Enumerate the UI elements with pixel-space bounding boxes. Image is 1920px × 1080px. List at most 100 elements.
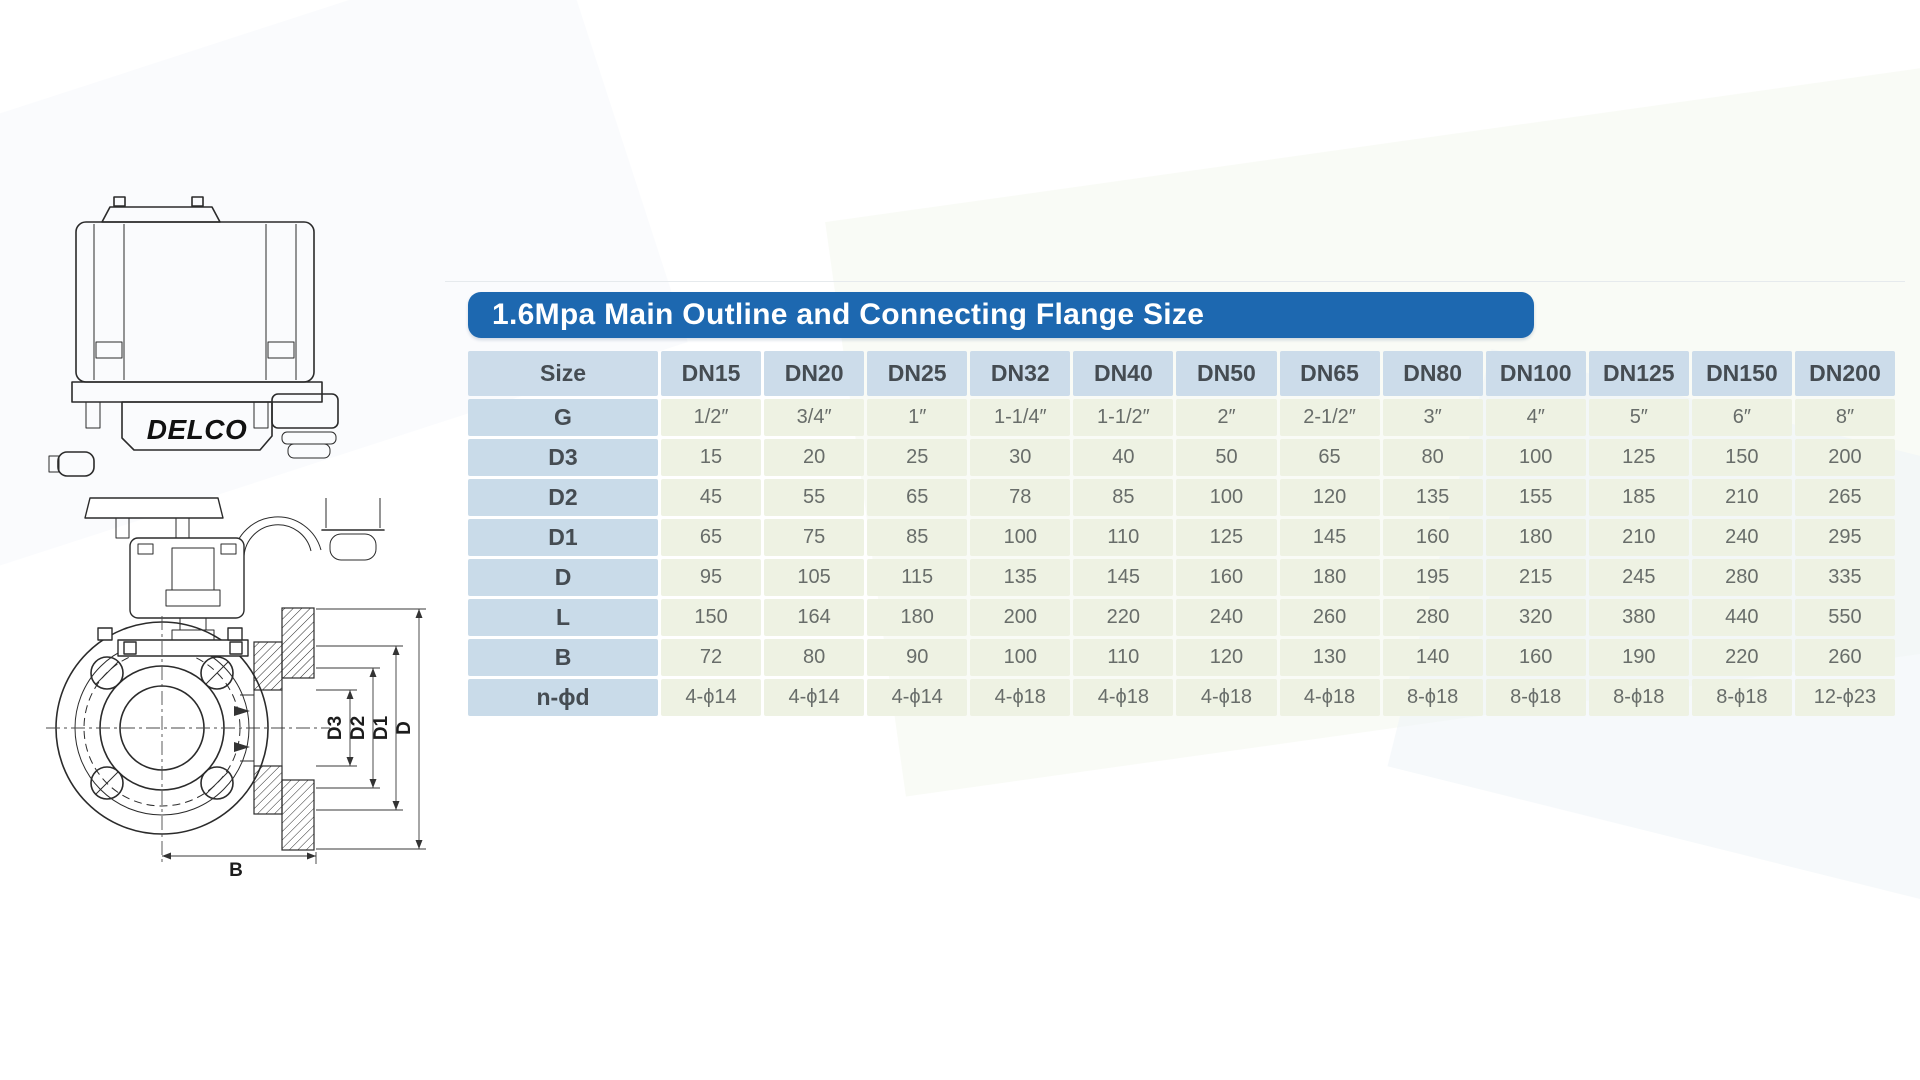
dim-label-d3: D3	[325, 716, 346, 740]
row-label: n-ϕd	[468, 679, 658, 716]
valve-front-view	[46, 616, 330, 864]
table-cell: 145	[1073, 559, 1174, 596]
table-cell: 160	[1176, 559, 1277, 596]
table-cell: 265	[1794, 479, 1895, 516]
table-cell: 100	[970, 519, 1071, 556]
table-cell: 65	[661, 519, 762, 556]
row-label: D	[468, 559, 658, 596]
bolt-hole	[90, 766, 124, 800]
table-cell: 4-ϕ18	[1279, 679, 1380, 716]
table-cell: 125	[1588, 439, 1689, 476]
table-cell: 200	[970, 599, 1071, 636]
table-cell: 1″	[867, 399, 968, 436]
table-cell: 105	[764, 559, 865, 596]
dim-label-d: D	[394, 721, 415, 735]
table-cell: 8-ϕ18	[1382, 679, 1483, 716]
table-cell: 4-ϕ14	[764, 679, 865, 716]
table-cell: 135	[970, 559, 1071, 596]
flange-size-section: 1.6Mpa Main Outline and Connecting Flang…	[468, 292, 1895, 716]
table-cell: 245	[1588, 559, 1689, 596]
table-cell: 8-ϕ18	[1485, 679, 1586, 716]
table-cell: 160	[1485, 639, 1586, 676]
table-cell: 210	[1588, 519, 1689, 556]
table-cell: 160	[1382, 519, 1483, 556]
table-cell: 30	[970, 439, 1071, 476]
table-cell: 120	[1279, 479, 1380, 516]
table-cell: 215	[1485, 559, 1586, 596]
table-cell: 4-ϕ18	[1073, 679, 1174, 716]
column-header: DN100	[1485, 351, 1586, 396]
table-cell: 145	[1279, 519, 1380, 556]
table-cell: 4-ϕ14	[661, 679, 762, 716]
divider-line	[445, 281, 1905, 282]
table-cell: 210	[1691, 479, 1792, 516]
table-cell: 1/2″	[661, 399, 762, 436]
table-cell: 4-ϕ14	[867, 679, 968, 716]
table-cell: 4-ϕ18	[1176, 679, 1277, 716]
table-cell: 85	[1073, 479, 1174, 516]
table-cell: 295	[1794, 519, 1895, 556]
table-cell: 220	[1073, 599, 1174, 636]
table-cell: 3″	[1382, 399, 1483, 436]
table-cell: 100	[1176, 479, 1277, 516]
dim-label-b: B	[229, 860, 243, 880]
row-label: D1	[468, 519, 658, 556]
row-label: D3	[468, 439, 658, 476]
table-cell: 280	[1691, 559, 1792, 596]
mounting-bracket-drawing	[84, 497, 245, 641]
table-cell: 110	[1073, 519, 1174, 556]
table-cell: 280	[1382, 599, 1483, 636]
table-cell: 150	[1691, 439, 1792, 476]
bolt-hole	[90, 656, 124, 690]
dim-label-d1: D1	[371, 715, 392, 740]
table-cell: 50	[1176, 439, 1277, 476]
table-cell: 1-1/4″	[970, 399, 1071, 436]
dimension-lines: D3 D2 D1 D B	[162, 608, 426, 881]
column-header: DN150	[1691, 351, 1792, 396]
table-cell: 1-1/2″	[1073, 399, 1174, 436]
table-cell: 4-ϕ18	[970, 679, 1071, 716]
column-header: DN15	[661, 351, 762, 396]
column-header: DN65	[1279, 351, 1380, 396]
table-cell: 5″	[1588, 399, 1689, 436]
table-cell: 120	[1176, 639, 1277, 676]
table-cell: 335	[1794, 559, 1895, 596]
row-label: D2	[468, 479, 658, 516]
table-cell: 150	[661, 599, 762, 636]
column-header: DN32	[970, 351, 1071, 396]
column-header: DN20	[764, 351, 865, 396]
bolt-hole	[200, 766, 234, 800]
bolt-hole	[200, 656, 234, 690]
column-header: DN80	[1382, 351, 1483, 396]
column-header-size: Size	[468, 351, 658, 396]
section-hatch	[253, 641, 283, 691]
table-cell: 2″	[1176, 399, 1277, 436]
table-cell: 180	[1279, 559, 1380, 596]
table-cell: 110	[1073, 639, 1174, 676]
brand-logo: DELCO	[147, 414, 248, 445]
table-title: 1.6Mpa Main Outline and Connecting Flang…	[492, 298, 1205, 331]
table-cell: 185	[1588, 479, 1689, 516]
table-cell: 100	[1485, 439, 1586, 476]
table-cell: 80	[1382, 439, 1483, 476]
column-header: DN200	[1794, 351, 1895, 396]
table-cell: 180	[867, 599, 968, 636]
table-cell: 8-ϕ18	[1588, 679, 1689, 716]
table-cell: 550	[1794, 599, 1895, 636]
section-hatch	[281, 779, 315, 851]
table-cell: 130	[1279, 639, 1380, 676]
table-cell: 100	[970, 639, 1071, 676]
table-cell: 164	[764, 599, 865, 636]
table-cell: 65	[1279, 439, 1380, 476]
table-cell: 8-ϕ18	[1691, 679, 1792, 716]
table-cell: 240	[1691, 519, 1792, 556]
table-cell: 140	[1382, 639, 1483, 676]
table-cell: 4″	[1485, 399, 1586, 436]
table-cell: 12-ϕ23	[1794, 679, 1895, 716]
table-cell: 260	[1794, 639, 1895, 676]
table-cell: 240	[1176, 599, 1277, 636]
table-cell: 95	[661, 559, 762, 596]
table-cell: 135	[1382, 479, 1483, 516]
column-header: DN50	[1176, 351, 1277, 396]
table-cell: 380	[1588, 599, 1689, 636]
